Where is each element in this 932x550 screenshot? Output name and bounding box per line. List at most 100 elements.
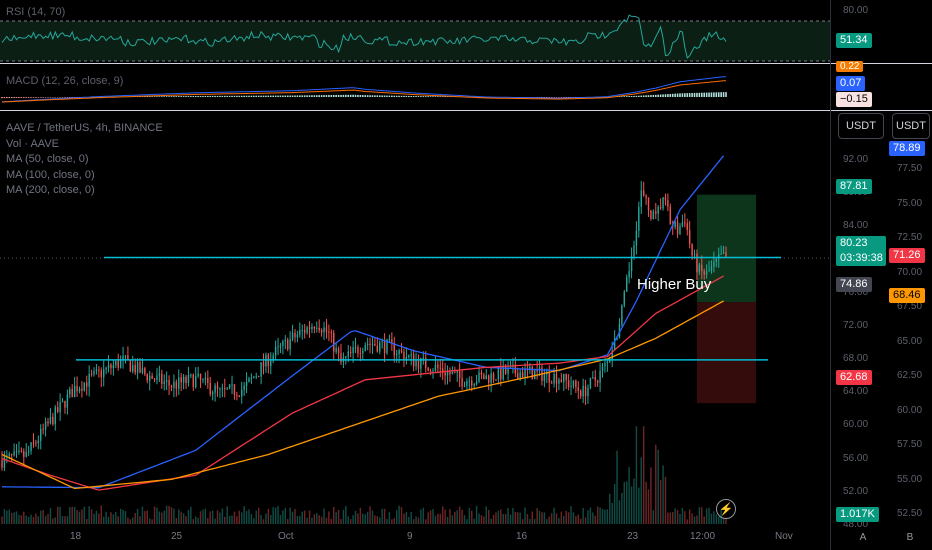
candle-body [461, 377, 463, 387]
candle-body [54, 407, 56, 425]
log-scale-button[interactable]: B [906, 531, 914, 543]
price-axis-tick: 76.00 [843, 286, 869, 298]
volume-bar [100, 505, 103, 524]
macd-histogram-bar [684, 93, 686, 97]
candle-body [202, 379, 204, 381]
macd-histogram-bar [650, 95, 652, 97]
candle-body [81, 388, 83, 391]
candle-body [294, 332, 296, 338]
candle-body [8, 454, 10, 456]
volume-bar [194, 516, 197, 524]
macd-histogram-bar [325, 95, 328, 97]
legend-ma200[interactable]: MA (200, close, 0) [6, 184, 95, 196]
macd-histogram-bar [361, 95, 364, 97]
volume-bar [1, 516, 3, 524]
candle-body [688, 229, 691, 244]
candle-body [645, 195, 647, 198]
candle-body [369, 343, 371, 345]
candle-body [679, 226, 681, 234]
legend-symbol[interactable]: AAVE / TetherUS, 4h, BINANCE [6, 122, 163, 134]
legend-volume[interactable]: Vol · AAVE [6, 137, 59, 150]
candle-body [333, 332, 335, 352]
candle-body [383, 341, 386, 354]
lightning-icon[interactable]: ⚡ [716, 499, 736, 519]
auto-scale-button[interactable]: A [859, 531, 867, 543]
candle-body [473, 383, 475, 386]
macd-histogram-bar [415, 96, 417, 97]
macd-histogram-bar [417, 96, 420, 97]
candle-body [323, 327, 325, 333]
volume-bar [78, 511, 81, 524]
volume-bar [180, 511, 182, 524]
volume-bar [364, 514, 366, 524]
macd-histogram-bar [533, 97, 536, 98]
macd-histogram-bar [182, 96, 185, 97]
macd-histogram-bar [284, 95, 287, 97]
legend-ma50[interactable]: MA (50, close, 0) [6, 153, 89, 165]
volume-bar [563, 516, 565, 524]
currency-unit-button-secondary[interactable]: USDT [892, 113, 930, 139]
candle-body [529, 366, 531, 371]
macd-histogram-bar [369, 95, 371, 97]
macd-histogram-bar [27, 97, 30, 98]
volume-bar [664, 476, 667, 524]
volume-bar [425, 519, 427, 524]
rsi-line [1, 14, 727, 59]
candle-body [59, 402, 61, 412]
macd-histogram-bar [257, 95, 260, 97]
volume-bar [211, 510, 214, 524]
volume-bar [621, 492, 623, 524]
price-axis-tick: 68.00 [843, 353, 869, 365]
macd-histogram-bar [151, 96, 153, 97]
currency-unit-button[interactable]: USDT [838, 113, 884, 139]
candle-body [393, 342, 395, 356]
candle-body [71, 389, 73, 398]
volume-bar [679, 513, 681, 524]
volume-bar [526, 514, 529, 524]
candle-body [311, 326, 313, 330]
macd-histogram-bar [562, 97, 565, 98]
macd-histogram-bar [39, 97, 42, 98]
candle-body [112, 365, 115, 369]
macd-histogram-bar [618, 96, 621, 97]
volume-bar [408, 516, 410, 524]
volume-bar [245, 511, 248, 524]
candle-body [420, 357, 422, 369]
macd-histogram-bar [332, 94, 335, 97]
volume-bar [197, 517, 199, 524]
volume-bar [558, 518, 560, 524]
candle-body [127, 355, 129, 361]
volume-bar [306, 517, 308, 524]
volume-bar [226, 506, 228, 524]
candle-body [638, 206, 640, 231]
candle-body [287, 339, 289, 350]
volume-bar [6, 510, 8, 524]
candle-body [471, 380, 473, 386]
legend-ma100[interactable]: MA (100, close, 0) [6, 168, 95, 181]
candle-body [345, 356, 347, 358]
volume-bar [267, 508, 270, 524]
macd-histogram-bar [54, 97, 57, 98]
candle-body [306, 327, 308, 333]
candle-body [669, 206, 672, 225]
candle-body [676, 221, 679, 234]
candle-body [713, 261, 715, 267]
candle-body [524, 368, 526, 378]
volume-bar [52, 518, 54, 524]
candle-body [42, 428, 44, 430]
candle-body [567, 380, 570, 387]
macd-histogram-bar [175, 96, 178, 97]
candle-body [187, 374, 190, 384]
volume-bar [214, 518, 216, 524]
volume-bar [15, 511, 18, 524]
ma200-line [1, 300, 724, 490]
candle-body [37, 440, 40, 444]
macd-histogram-bar [49, 97, 52, 98]
volume-bar [504, 513, 507, 524]
candle-body [398, 350, 400, 355]
higher-buy-annotation[interactable]: Higher Buy [637, 276, 712, 293]
macd-histogram-bar [25, 97, 28, 98]
volume-bar [296, 516, 299, 524]
price-axis-tick-secondary: 60.00 [897, 404, 923, 416]
